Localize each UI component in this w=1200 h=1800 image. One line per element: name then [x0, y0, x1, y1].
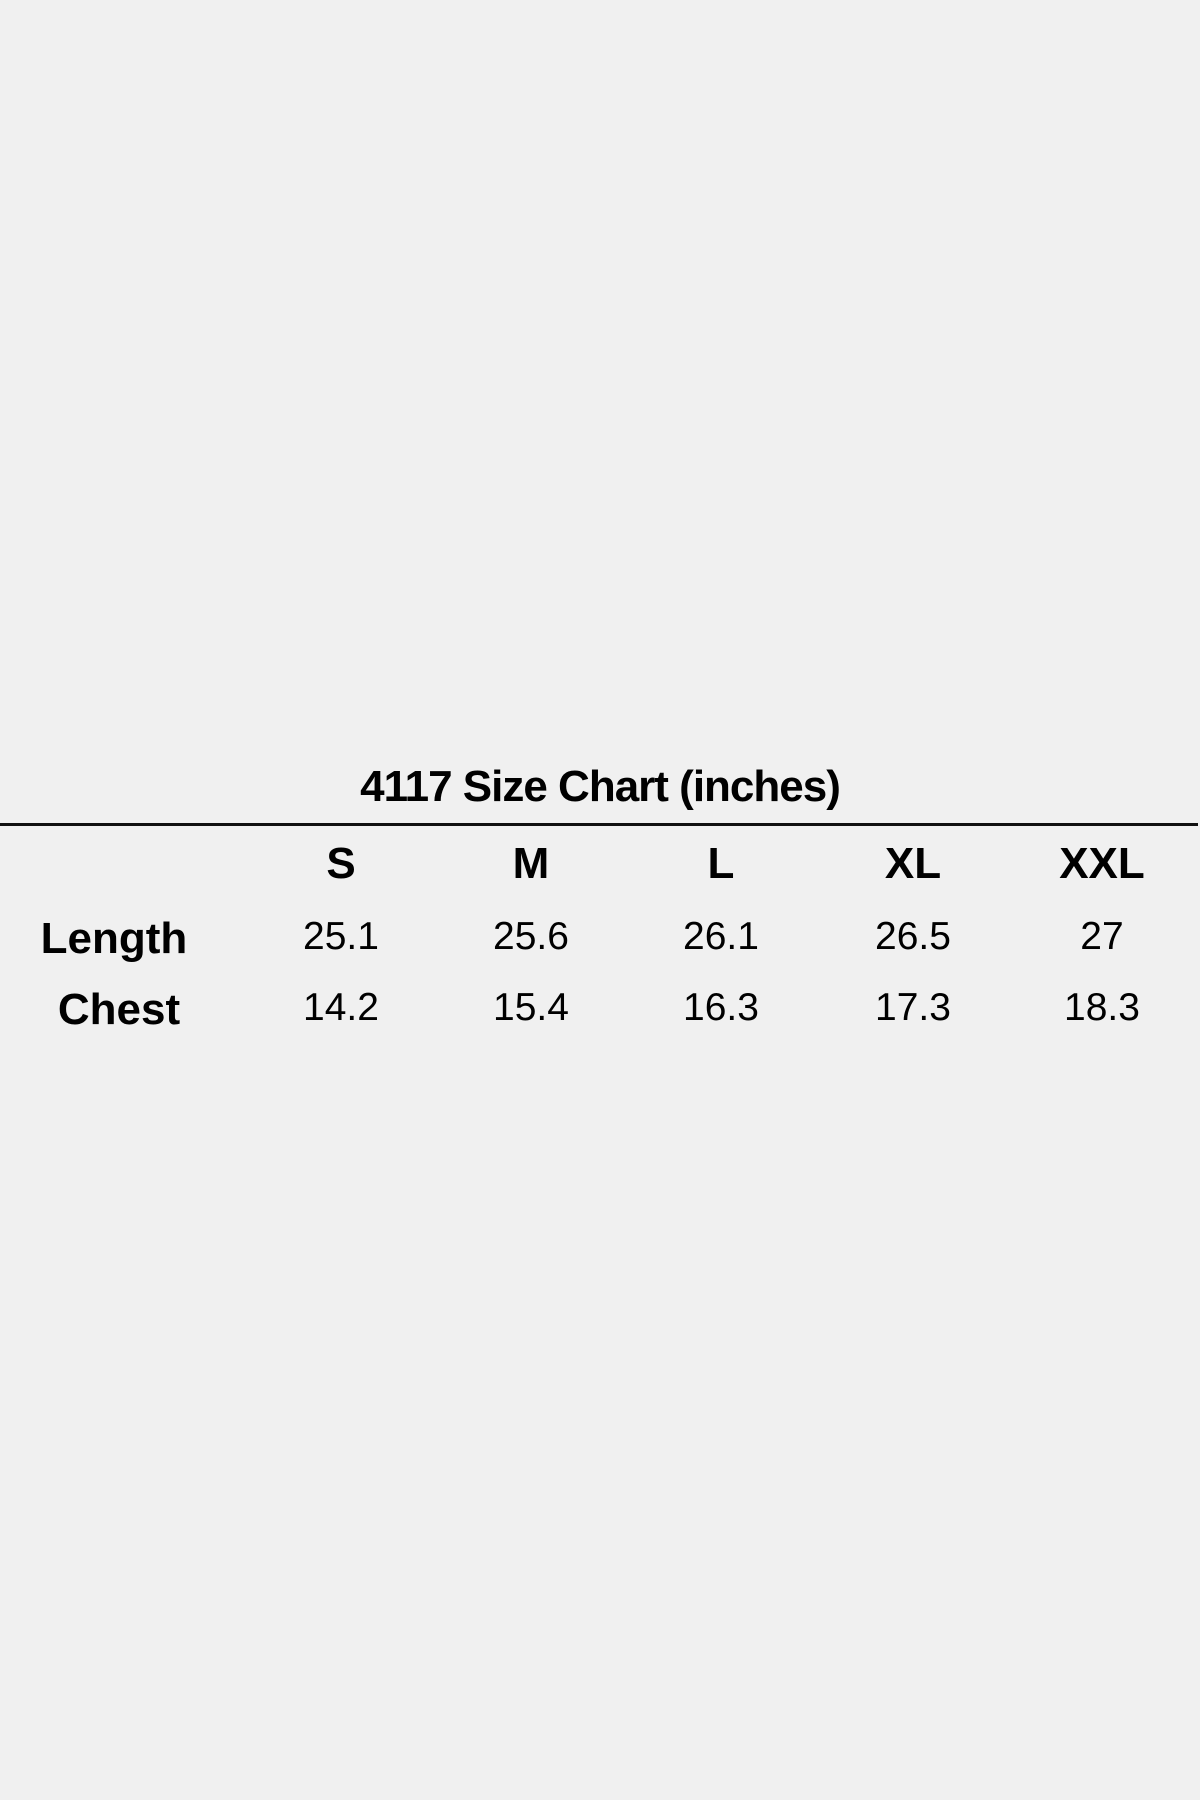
chest-xxl: 18.3	[1064, 986, 1140, 1029]
row-label-chest: Chest	[57, 985, 181, 1034]
length-l: 26.1	[683, 915, 759, 958]
size-header-xxl: XXL	[1059, 839, 1145, 888]
chest-l: 16.3	[683, 986, 759, 1029]
chest-xl: 17.3	[875, 986, 951, 1029]
size-header-s: S	[326, 839, 356, 888]
chest-s: 14.2	[303, 986, 379, 1029]
size-header-m: M	[512, 839, 550, 888]
size-chart-title: 4117 Size Chart (inches)	[360, 762, 841, 811]
chest-m: 15.4	[493, 986, 569, 1029]
title-divider	[0, 823, 1198, 826]
size-header-l: L	[707, 839, 735, 888]
length-xxl: 27	[1080, 915, 1124, 958]
length-s: 25.1	[303, 915, 379, 958]
size-header-xl: XL	[884, 839, 942, 888]
length-m: 25.6	[493, 915, 569, 958]
row-label-length: Length	[40, 914, 188, 963]
length-xl: 26.5	[875, 915, 951, 958]
